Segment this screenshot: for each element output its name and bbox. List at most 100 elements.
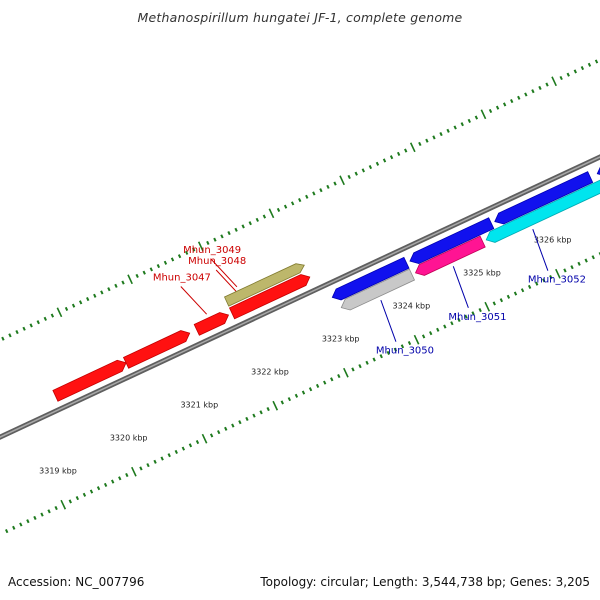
kbp-label: 3320 kbp	[110, 433, 148, 442]
inner-tick-mark	[555, 268, 561, 279]
inner-tick-mark	[82, 492, 87, 497]
forward-gene-arrow[interactable]	[228, 274, 311, 320]
inner-tick-mark	[379, 354, 383, 359]
outer-tick-mark	[121, 280, 125, 285]
inner-tick-mark	[167, 453, 171, 458]
inner-tick-mark	[429, 331, 433, 336]
inner-tick-mark	[272, 400, 279, 411]
inner-tick-mark	[450, 321, 454, 326]
inner-tick-mark	[231, 423, 235, 428]
outer-tick-mark	[432, 135, 436, 140]
reverse-gene-label[interactable]: Mhun_3050	[376, 346, 434, 357]
inner-tick-mark	[217, 430, 221, 435]
forward-gene-label[interactable]: Mhun_3049	[183, 245, 241, 256]
inner-tick-mark	[111, 479, 115, 484]
inner-tick-mark	[195, 439, 200, 445]
reverse-gene-label[interactable]: Mhun_3052	[528, 275, 586, 286]
inner-tick-mark	[492, 301, 496, 306]
outer-tick-mark	[149, 267, 153, 272]
reverse-gene-arrow[interactable]	[596, 149, 600, 177]
inner-tick-mark	[570, 265, 574, 270]
inner-tick-mark	[294, 393, 299, 398]
outer-tick-mark	[333, 181, 337, 186]
outer-tick-mark	[573, 69, 577, 74]
inner-tick-mark	[337, 373, 341, 379]
inner-tick-mark	[351, 367, 355, 372]
inner-tick-mark	[47, 509, 51, 514]
outer-tick-mark	[587, 62, 592, 67]
outer-tick-mark	[114, 283, 118, 288]
inner-tick-mark	[464, 314, 468, 319]
outer-tick-mark	[184, 250, 189, 255]
outer-tick-mark	[29, 323, 33, 328]
kbp-label: 3321 kbp	[180, 400, 218, 409]
inner-tick-mark	[139, 466, 143, 471]
inner-tick-mark	[245, 416, 249, 421]
outer-tick-mark	[276, 207, 281, 213]
reverse-gene-arrow[interactable]	[485, 179, 600, 243]
outer-tick-mark	[409, 142, 416, 153]
outer-tick-mark	[234, 227, 238, 232]
outer-tick-mark	[100, 290, 104, 295]
forward-gene-arrow[interactable]	[52, 359, 127, 402]
reverse-gene-arrow[interactable]	[331, 256, 410, 301]
inner-tick-mark	[188, 443, 193, 448]
forward-gene-arrow[interactable]	[193, 312, 230, 336]
outer-tick-mark	[15, 330, 19, 335]
inner-tick-mark	[12, 525, 16, 530]
inner-tick-mark	[238, 420, 242, 425]
inner-tick-mark	[535, 281, 539, 286]
outer-tick-mark	[580, 66, 585, 71]
outer-tick-mark	[368, 165, 373, 170]
kbp-label: 3323 kbp	[322, 334, 360, 343]
outer-tick-mark	[480, 109, 487, 120]
gene-label-leader	[532, 229, 549, 271]
inner-tick-mark	[224, 426, 228, 431]
outer-tick-mark	[538, 85, 542, 90]
gene-label-leader	[380, 299, 397, 342]
outer-tick-mark	[361, 168, 365, 173]
forward-gene-arrow[interactable]	[223, 263, 305, 307]
outer-tick-mark	[510, 99, 514, 104]
outer-tick-mark	[326, 184, 330, 189]
inner-tick-mark	[591, 255, 595, 260]
outer-tick-mark	[347, 174, 351, 180]
reverse-gene-arrow[interactable]	[414, 235, 486, 276]
outer-tick-mark	[163, 260, 168, 265]
inner-tick-mark	[372, 357, 376, 362]
reverse-gene-label[interactable]: Mhun_3051	[448, 312, 506, 323]
inner-tick-mark	[400, 344, 405, 349]
inner-tick-mark	[209, 433, 214, 438]
outer-tick-mark	[474, 115, 479, 120]
reverse-gene-arrow[interactable]	[340, 268, 416, 311]
outer-tick-mark	[177, 254, 182, 259]
forward-gene-label[interactable]: Mhun_3047	[153, 272, 211, 283]
outer-tick-mark	[495, 105, 500, 110]
outer-tick-mark	[156, 264, 161, 269]
inner-tick-mark	[33, 515, 37, 520]
gene-label-leader	[452, 266, 469, 308]
forward-gene-label[interactable]: Mhun_3048	[188, 256, 246, 267]
inner-tick-mark	[5, 529, 9, 534]
kbp-label: 3324 kbp	[392, 301, 430, 310]
outer-tick-mark	[93, 293, 97, 298]
inner-tick-mark	[75, 496, 80, 501]
reverse-gene-arrow[interactable]	[494, 171, 594, 225]
reverse-gene-arrow[interactable]	[409, 217, 495, 265]
inner-tick-mark	[421, 334, 426, 339]
outer-tick-mark	[375, 161, 380, 166]
inner-tick-mark	[160, 456, 164, 461]
forward-gene-arrow[interactable]	[122, 330, 191, 369]
accession-text: Accession: NC_007796	[8, 575, 145, 589]
outer-tick-mark	[255, 217, 259, 222]
outer-tick-mark	[488, 108, 493, 114]
inner-tick-mark	[308, 387, 313, 392]
outer-tick-mark	[56, 307, 63, 318]
inner-tick-mark	[513, 291, 518, 296]
outer-tick-mark	[1, 336, 5, 341]
outer-tick-mark	[312, 191, 316, 196]
inner-tick-mark	[330, 377, 334, 382]
inner-tick-mark	[146, 463, 150, 468]
outer-tick-mark	[389, 155, 394, 160]
